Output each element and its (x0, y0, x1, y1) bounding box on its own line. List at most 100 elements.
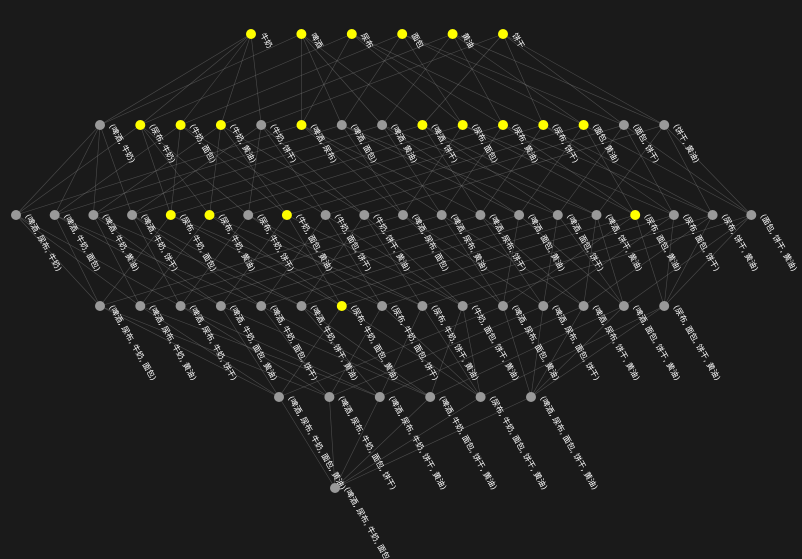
lattice-edge (422, 124, 597, 216)
node-label: (啤酒, 饼干, 黄油) (604, 212, 645, 273)
lattice-edge (452, 33, 504, 126)
node-dot (175, 120, 186, 130)
lattice-edge (530, 305, 584, 398)
lattice-edge (480, 124, 544, 216)
lattice-node-highlighted: (啤酒, 尿布) (296, 120, 339, 165)
lattice-edge (341, 124, 520, 216)
node-label: (啤酒, 牛奶, 面包, 饼干, 黄油) (437, 394, 499, 491)
lattice-edge (286, 214, 463, 307)
lattice-edge (99, 33, 252, 126)
lattice-edge (140, 214, 210, 307)
node-dot (397, 29, 408, 39)
node-dot (336, 301, 347, 311)
node-dot (88, 210, 99, 220)
lattice-edge (170, 214, 383, 307)
node-dot (447, 29, 458, 39)
node-dot (398, 210, 408, 220)
node-dot (591, 210, 602, 220)
node-label: 面包 (409, 31, 426, 50)
lattice-edge (261, 214, 558, 307)
node-dot (127, 210, 138, 220)
node-label: (牛奶, 面包, 饼干) (333, 212, 374, 273)
lattice-edge (379, 305, 423, 398)
lattice-edge (301, 305, 431, 398)
lattice-node-highlighted: (尿布, 黄油) (498, 120, 541, 165)
lattice-edge (247, 124, 262, 216)
node-label: (啤酒, 尿布, 牛奶, 面包, 饼干, 黄油) (342, 485, 414, 559)
node-dot (425, 392, 436, 402)
lattice-edge (325, 214, 463, 307)
lattice-edge (15, 214, 181, 307)
lattice-edge (261, 305, 431, 398)
lattice-edge (441, 124, 504, 216)
node-dot (475, 210, 486, 220)
lattice-edge (93, 214, 302, 307)
lattice-edge (15, 124, 101, 216)
node-label: (牛奶, 饼干) (268, 122, 298, 165)
node-dot (377, 301, 388, 311)
node-label: (尿布, 牛奶) (148, 122, 178, 165)
lattice-edge (530, 305, 625, 398)
lattice-edge (402, 33, 625, 126)
lattice-edge (422, 33, 504, 126)
lattice-edge (170, 124, 463, 216)
node-dot (246, 29, 256, 39)
node-dot (374, 392, 385, 402)
lattice-node-highlighted: (尿布, 饼干) (538, 120, 581, 165)
lattice-edge (480, 305, 665, 398)
lattice-edge (596, 214, 625, 307)
lattice-edge (518, 214, 625, 307)
node-label: (啤酒, 尿布, 牛奶, 面包) (107, 303, 158, 382)
lattice-edge (301, 124, 442, 216)
lattice-edge (99, 124, 133, 216)
node-dot (95, 301, 105, 311)
lattice-edge (462, 214, 752, 307)
lattice-edge (364, 214, 463, 307)
lattice-edge (260, 214, 326, 307)
node-dot (296, 301, 307, 311)
lattice-edge (99, 33, 302, 126)
lattice-edge (180, 305, 380, 398)
lattice-edge (422, 214, 713, 307)
node-label: (啤酒, 尿布, 饼干, 黄油) (591, 303, 642, 382)
lattice-edge (93, 214, 141, 307)
lattice-edge (140, 33, 352, 126)
lattice-edge (209, 214, 423, 307)
lattice-edge (583, 124, 752, 216)
lattice-edge (301, 214, 365, 307)
node-dot (49, 210, 60, 220)
lattice-edge (430, 305, 625, 398)
node-label: (啤酒, 尿布, 面包, 黄油) (510, 303, 561, 382)
node-dot (256, 120, 267, 130)
lattice-edge (557, 214, 625, 307)
node-dot (498, 29, 508, 39)
lattice-edge (248, 214, 423, 307)
lattice-edge (334, 396, 431, 489)
node-dot (707, 210, 718, 220)
lattice-edge (54, 214, 101, 307)
lattice-edge (663, 124, 752, 216)
lattice-edge (452, 33, 665, 126)
node-label: (牛奶, 面包, 饼干, 黄油) (470, 303, 521, 382)
lattice-edge (379, 305, 584, 398)
node-label: (啤酒, 面包, 饼干) (565, 212, 606, 273)
lattice-edge (220, 33, 453, 126)
node-label: (牛奶, 面包) (188, 122, 218, 165)
lattice-edge (248, 214, 383, 307)
lattice-edge (543, 214, 559, 307)
lattice-edge (220, 214, 520, 307)
lattice-edge (54, 124, 342, 216)
lattice-edge (623, 124, 752, 216)
lattice-edge (260, 305, 330, 398)
node-label: (啤酒, 牛奶, 面包, 饼干) (268, 303, 319, 382)
node-dot (296, 29, 307, 39)
lattice-edge (502, 214, 520, 307)
lattice-edge (502, 33, 665, 126)
node-dot (215, 120, 226, 130)
lattice-edge (663, 214, 713, 307)
node-dot (526, 392, 536, 402)
lattice-edge (140, 214, 442, 307)
lattice-edge (99, 305, 280, 398)
lattice-edge (480, 214, 584, 307)
